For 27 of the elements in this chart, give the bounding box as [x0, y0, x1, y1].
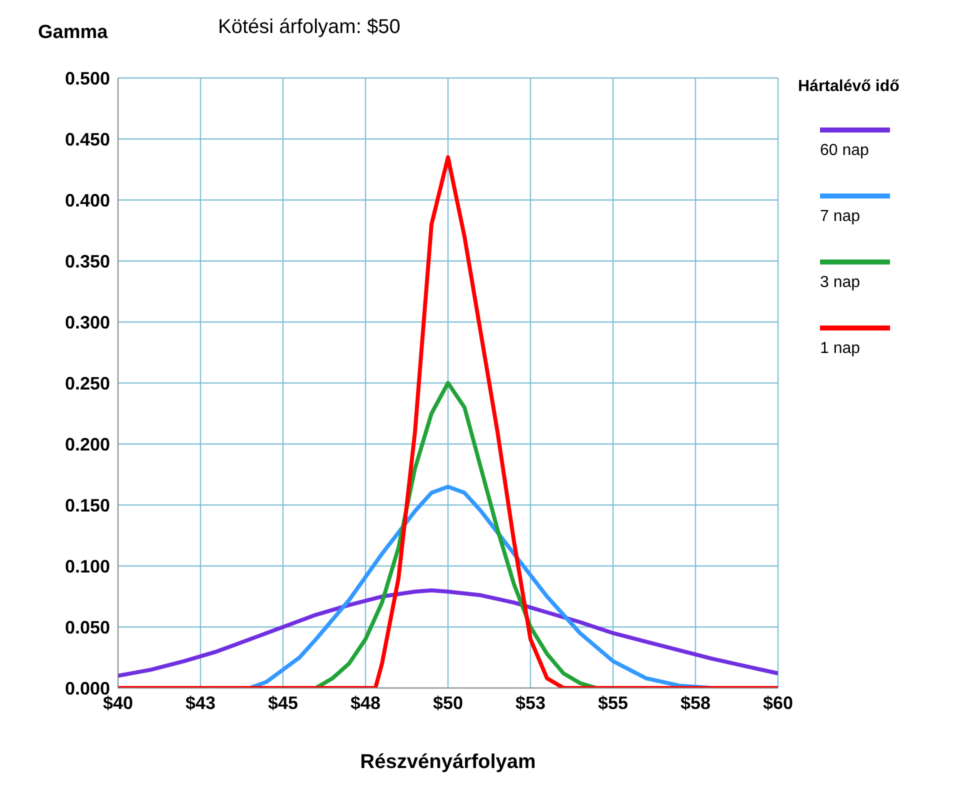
x-tick-label: $50: [432, 692, 464, 713]
y-tick-label: 0.250: [64, 373, 110, 394]
y-tick-label: 0.400: [64, 190, 110, 210]
x-tick-label: $60: [762, 692, 794, 713]
x-tick-label: $58: [680, 692, 711, 713]
legend-label: 60 nap: [820, 142, 870, 160]
legend-title: Hártalévő idő: [798, 78, 900, 96]
x-tick-label: $43: [185, 692, 216, 713]
chart-title: Kötési árfolyam: $50: [218, 16, 400, 39]
y-tick-label: 0.200: [64, 434, 110, 454]
legend-label: 1 nap: [820, 340, 862, 358]
x-tick-label: $45: [268, 692, 298, 713]
x-tick-label: $53: [515, 692, 546, 713]
y-tick-label: 0.500: [64, 68, 110, 88]
y-tick-label: 0.150: [64, 495, 110, 516]
y-tick-label: 0.100: [64, 556, 110, 576]
y-tick-label: 0.450: [64, 129, 110, 150]
x-tick-label: $55: [598, 692, 628, 713]
y-tick-label: 0.300: [64, 312, 110, 332]
x-axis-title: Részvényárfolyam: [360, 751, 536, 773]
x-tick-label: $48: [350, 692, 381, 713]
legend-label: 7 nap: [820, 208, 862, 226]
y-axis-title: Gamma: [38, 22, 108, 44]
line-series: [118, 588, 778, 678]
legend-label: 3 nap: [820, 274, 862, 292]
y-tick-label: 0.350: [64, 251, 110, 272]
y-tick-label: 0.050: [64, 617, 110, 638]
